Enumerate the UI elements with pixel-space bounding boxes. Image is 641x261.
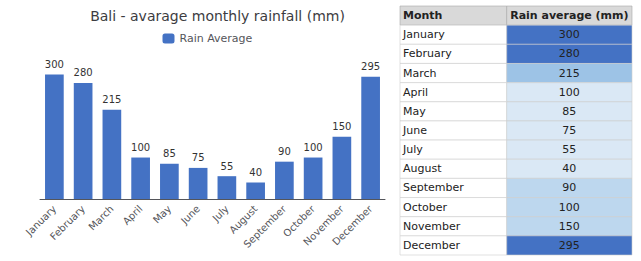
svg-text:October: October — [281, 203, 317, 240]
svg-text:40: 40 — [249, 167, 262, 178]
svg-text:April: April — [403, 86, 428, 99]
svg-text:Rain average (mm): Rain average (mm) — [510, 9, 628, 22]
svg-text:85: 85 — [163, 148, 176, 159]
svg-text:January: January — [402, 28, 445, 41]
svg-text:40: 40 — [562, 162, 576, 175]
svg-text:75: 75 — [562, 124, 576, 137]
svg-text:November: November — [301, 203, 346, 248]
svg-text:November: November — [403, 220, 461, 233]
svg-text:September: September — [403, 181, 464, 194]
svg-text:90: 90 — [562, 181, 576, 194]
svg-text:October: October — [403, 201, 447, 214]
svg-text:Bali - avarage monthly rainfal: Bali - avarage monthly rainfall (mm) — [90, 8, 345, 24]
svg-text:295: 295 — [559, 239, 580, 252]
svg-text:55: 55 — [562, 143, 576, 156]
svg-text:85: 85 — [562, 105, 576, 118]
svg-text:280: 280 — [74, 67, 93, 78]
svg-text:December: December — [330, 202, 375, 247]
svg-text:March: March — [86, 203, 115, 232]
svg-text:215: 215 — [559, 67, 580, 80]
svg-text:295: 295 — [361, 61, 380, 72]
svg-text:Month: Month — [403, 9, 442, 22]
svg-text:February: February — [48, 203, 87, 242]
svg-text:July: July — [402, 143, 423, 156]
svg-text:100: 100 — [559, 86, 580, 99]
svg-text:September: September — [241, 202, 288, 249]
svg-text:100: 100 — [559, 201, 580, 214]
svg-text:150: 150 — [559, 220, 580, 233]
svg-text:June: June — [402, 124, 427, 137]
svg-text:May: May — [151, 203, 173, 225]
svg-text:June: June — [178, 203, 202, 227]
svg-text:215: 215 — [102, 94, 121, 105]
svg-text:75: 75 — [192, 152, 205, 163]
svg-text:55: 55 — [221, 161, 234, 172]
svg-text:August: August — [403, 162, 442, 175]
svg-text:300: 300 — [45, 59, 64, 70]
svg-text:100: 100 — [304, 142, 323, 153]
svg-text:280: 280 — [559, 47, 580, 60]
svg-text:March: March — [403, 67, 437, 80]
svg-text:Rain Average: Rain Average — [180, 32, 253, 45]
svg-text:April: April — [121, 203, 145, 227]
svg-text:300: 300 — [559, 28, 580, 41]
svg-text:January: January — [23, 203, 59, 238]
svg-text:December: December — [403, 239, 461, 252]
svg-text:100: 100 — [131, 142, 150, 153]
svg-text:150: 150 — [332, 121, 351, 132]
svg-text:August: August — [227, 203, 260, 236]
svg-text:May: May — [403, 105, 426, 118]
svg-text:February: February — [403, 47, 452, 60]
svg-text:90: 90 — [278, 146, 291, 157]
svg-text:July: July — [210, 203, 231, 224]
